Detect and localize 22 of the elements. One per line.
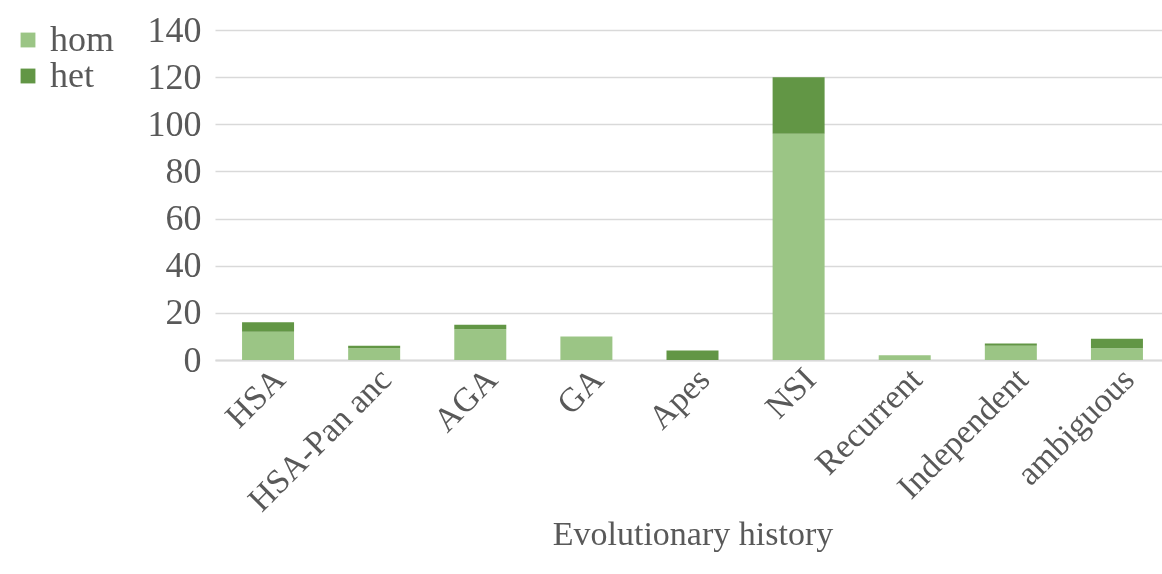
bar [242,322,295,332]
bar [348,348,401,360]
bar [984,345,1037,360]
bar [666,350,719,360]
bar [772,133,825,360]
y-tick-label: 140 [147,9,202,50]
y-tick-label: 0 [183,339,202,380]
x-axis-title: Evolutionary history [552,515,834,553]
bar [242,331,295,360]
x-tick-label: GA [549,360,611,422]
bar [454,329,507,360]
bar [1090,338,1143,349]
y-tick-label: 40 [165,245,202,286]
y-tick-label: 60 [165,198,202,239]
y-tick-label: 100 [147,103,202,144]
y-tick-label: 20 [165,292,202,333]
bar [1090,348,1143,360]
bar [878,355,931,360]
y-tick-label: 120 [147,56,202,97]
bar [772,77,825,134]
y-tick-label: 80 [165,150,202,191]
bar [560,336,613,360]
